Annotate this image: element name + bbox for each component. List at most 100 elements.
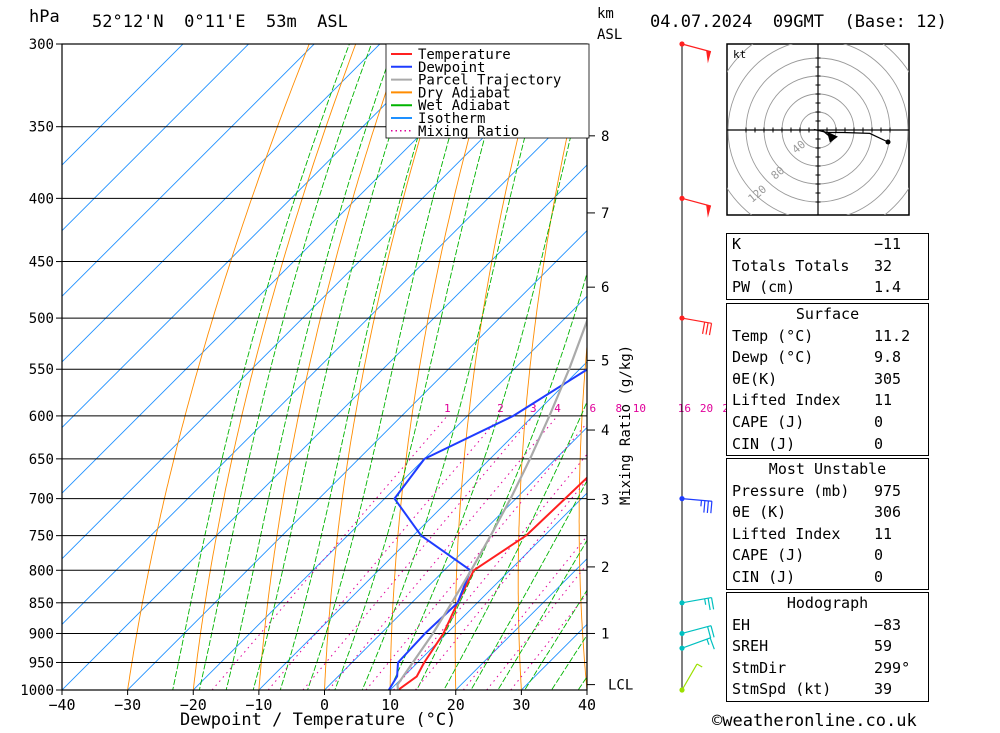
mixing-ratio-line <box>211 415 448 690</box>
pressure-tick-label: 350 <box>29 120 54 136</box>
isotherm-line <box>192 295 587 690</box>
index-label: CIN (J) <box>732 567 796 586</box>
index-label: CAPE (J) <box>732 412 805 431</box>
temperature-tick-label: 30 <box>512 696 530 714</box>
pressure-tick-label: 550 <box>29 362 54 378</box>
index-value: 299° <box>874 658 911 677</box>
temperature-tick-label: 10 <box>381 696 399 714</box>
index-label: θE(K) <box>732 369 778 388</box>
index-value: 0 <box>874 412 884 431</box>
wind-barb-feather <box>710 597 715 610</box>
wind-barb-feather <box>707 626 712 639</box>
wind-barb-pennant <box>706 50 711 64</box>
isotherm-line <box>62 164 587 690</box>
indices-top-box: K −11 Totals Totals 32 PW (cm) 1.4 <box>726 233 929 300</box>
wet-adiabat-line <box>172 44 350 690</box>
index-value: −11 <box>874 235 902 253</box>
temperature-tick-label: −30 <box>114 696 141 714</box>
pressure-tick-label: 950 <box>29 655 54 671</box>
index-row: PW (cm) 1.4 <box>727 277 928 299</box>
pressure-tick-label: 500 <box>29 311 54 327</box>
mixing-ratio-label: 20 <box>700 402 713 415</box>
index-row: CAPE (J) 0 <box>727 545 928 567</box>
isotherm-line <box>323 426 587 690</box>
pressure-tick-label: 600 <box>29 409 54 425</box>
dewpoint-profile-line <box>387 368 587 690</box>
hodograph-title: Hodograph <box>786 594 869 612</box>
pressure-tick-label: 400 <box>29 191 54 207</box>
pressure-tick-label: 300 <box>29 37 54 53</box>
wind-level-marker <box>679 630 685 637</box>
isotherm-line <box>455 558 587 690</box>
wind-barb-staff <box>681 625 712 635</box>
legend-box <box>385 43 590 139</box>
mixing-ratio-line <box>365 422 587 690</box>
legend-label-mixing_ratio: Mixing Ratio <box>418 124 519 140</box>
pressure-tick-label: 700 <box>29 492 54 508</box>
wind-barb-pennant <box>706 204 711 218</box>
hpa-unit-label: hPa <box>29 7 60 27</box>
mixing-ratio-label: 4 <box>554 402 561 415</box>
isotherm-line <box>126 229 587 690</box>
index-value: 11 <box>874 524 893 543</box>
wind-barb-feather <box>708 323 713 336</box>
index-value: 9.8 <box>874 348 902 367</box>
hodograph-trace <box>813 128 889 143</box>
temperature-tick-label: 0 <box>320 696 329 714</box>
wet-adiabat-line <box>334 44 512 690</box>
pressure-tick-label: 750 <box>29 529 54 545</box>
index-row: StmSpd (kt) 39 <box>727 679 928 701</box>
wind-barb-half-feather <box>706 638 710 645</box>
parcel-profile-line <box>396 317 587 690</box>
legend-label-isotherm: Isotherm <box>418 111 485 127</box>
temperature-tick-label: −10 <box>245 696 272 714</box>
index-row: θE(K) 305 <box>727 369 928 391</box>
index-label: EH <box>732 615 751 634</box>
dry-adiabat-line <box>192 44 357 690</box>
index-label: PW (cm) <box>732 278 796 297</box>
index-label: K <box>732 235 742 253</box>
wind-barb-feather <box>706 500 709 513</box>
wet-adiabat-line <box>225 44 396 690</box>
index-label: StmSpd (kt) <box>732 680 832 699</box>
wind-barbs <box>679 41 715 693</box>
wet-adiabat-line <box>497 539 587 690</box>
index-label: Dewp (°C) <box>732 348 814 367</box>
sounding-profiles <box>387 317 587 690</box>
index-row: Pressure (mb) 975 <box>727 481 928 503</box>
index-row: θE (K) 306 <box>727 502 928 524</box>
index-row: Totals Totals 32 <box>727 256 928 278</box>
mixing-ratio-labels: 12346810162025 <box>444 402 736 415</box>
wet-adiabat-line <box>198 44 372 690</box>
wind-barb-feather <box>705 322 709 335</box>
index-value: 59 <box>874 637 893 656</box>
index-value: 39 <box>874 680 893 699</box>
index-label: Lifted Index <box>732 391 841 410</box>
wind-barb-half-feather <box>696 663 703 668</box>
temperature-tick-label: 20 <box>447 696 465 714</box>
mixing-ratio-label: 8 <box>615 402 622 415</box>
mixing-ratio-axis-title: Mixing Ratio (g/kg) <box>618 345 634 505</box>
plot-frame <box>61 43 588 691</box>
km-tick-label: 4 <box>601 423 609 439</box>
isotherm-line <box>62 44 381 363</box>
index-value: −83 <box>874 615 902 634</box>
km-tick-label: 7 <box>601 206 609 222</box>
index-row: StmDir 299° <box>727 658 928 680</box>
axes: 3003504004505005506006507007508008509009… <box>20 37 634 714</box>
index-label: Lifted Index <box>732 524 841 543</box>
wind-barb-staff <box>681 596 712 604</box>
index-value: 1.4 <box>874 278 902 297</box>
isotherm-line <box>62 98 587 626</box>
index-label: θE (K) <box>732 503 787 522</box>
pressure-tick-label: 850 <box>29 596 54 612</box>
isotherm-line <box>389 492 587 690</box>
dry-adiabat-line <box>127 44 310 690</box>
pressure-tick-label: 650 <box>29 452 54 468</box>
legend-label-wet_adiabat: Wet Adiabat <box>418 98 511 114</box>
surface-title: Surface <box>795 305 860 323</box>
mixing-ratio-label: 2 <box>497 402 504 415</box>
